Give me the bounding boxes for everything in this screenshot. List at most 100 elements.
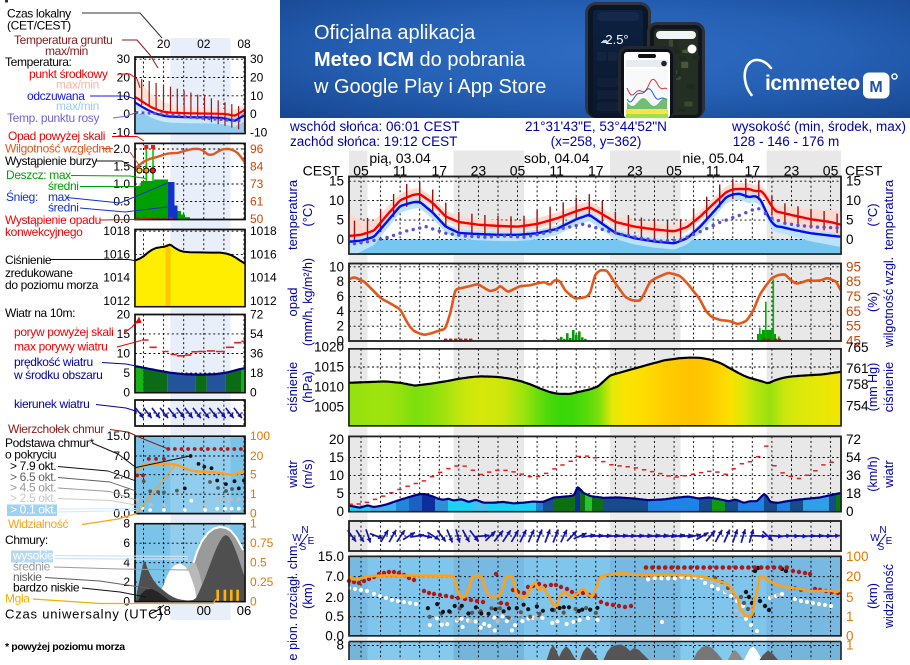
svg-text:1.0: 1.0 [113,177,130,191]
svg-text:54: 54 [250,327,264,341]
svg-text:36: 36 [250,347,264,361]
svg-text:5: 5 [846,590,854,605]
svg-text:5: 5 [336,486,344,501]
svg-text:1012: 1012 [250,294,277,308]
svg-text:poryw powyżej skali: poryw powyżej skali [14,325,113,339]
svg-text:20: 20 [329,432,344,447]
svg-text:72: 72 [250,307,264,321]
svg-text:(%): (%) [865,292,880,312]
svg-text:Temp. punktu rosy: Temp. punktu rosy [7,111,99,125]
svg-text:15.0: 15.0 [318,549,344,564]
svg-text:wilgotność wzgl.: wilgotność wzgl. [882,257,896,348]
svg-text:Wiatr na 10m:: Wiatr na 10m: [5,306,75,320]
svg-text:1018: 1018 [250,224,277,238]
svg-text:5: 5 [123,366,130,380]
svg-text:2: 2 [336,319,344,334]
svg-text:0: 0 [123,386,130,400]
svg-text:temperatura: temperatura [285,179,300,250]
svg-text:☁: ☁ [600,35,609,45]
svg-text:1020: 1020 [314,340,344,355]
svg-text:18: 18 [846,486,861,501]
svg-text:2.0: 2.0 [113,468,130,482]
svg-text:1015: 1015 [314,360,344,375]
svg-text:15: 15 [329,450,344,465]
svg-text:10: 10 [329,193,344,208]
svg-text:max porywy wiatru: max porywy wiatru [14,340,107,354]
svg-text:(km/h): (km/h) [866,456,880,491]
svg-text:55: 55 [846,319,861,334]
svg-text:1012: 1012 [103,294,130,308]
svg-text:0.5: 0.5 [250,556,267,570]
svg-text:e: e [286,653,300,660]
svg-text:00: 00 [197,603,211,618]
svg-text:(°C): (°C) [300,203,315,226]
svg-text:(°C): (°C) [865,203,880,226]
svg-text:1016: 1016 [250,247,277,261]
svg-text:8: 8 [123,517,130,531]
svg-text:15: 15 [846,174,861,189]
svg-text:20: 20 [250,71,264,85]
svg-text:72: 72 [846,432,861,447]
svg-text:(km): (km) [300,583,315,609]
svg-text:8: 8 [336,274,344,289]
svg-text:Meteo ICM do pobrania: Meteo ICM do pobrania [314,49,526,71]
svg-text:pion. rozciągł. chm.: pion. rozciągł. chm. [286,542,300,650]
svg-text:(CET/CEST): (CET/CEST) [7,19,71,33]
svg-text:06: 06 [237,603,251,618]
svg-text:0.5: 0.5 [113,487,130,501]
svg-text:do poziomu morza: do poziomu morza [5,278,99,292]
svg-text:20: 20 [117,307,131,321]
svg-text:prędkość wiatru: prędkość wiatru [14,355,93,369]
svg-text:73: 73 [250,177,264,191]
svg-text:kierunek wiatru: kierunek wiatru [14,397,89,411]
svg-text:20: 20 [846,569,861,584]
svg-text:20: 20 [157,37,171,51]
svg-text:2.0: 2.0 [113,142,130,156]
svg-text:20: 20 [117,71,131,85]
svg-text:08: 08 [237,37,251,51]
svg-text:0: 0 [846,504,854,519]
svg-text:18: 18 [250,366,264,380]
svg-text:54: 54 [846,450,862,465]
svg-text:100: 100 [846,549,869,564]
svg-text:15: 15 [329,174,344,189]
svg-text:wiatr: wiatr [881,460,896,489]
svg-text:Mgła: Mgła [5,592,30,606]
svg-text:Ciśnienie: Ciśnienie [5,253,52,267]
svg-text:7.0: 7.0 [325,569,344,584]
svg-text:(mm/h, kg/m²/h): (mm/h, kg/m²/h) [301,258,315,346]
svg-text:0.25: 0.25 [250,575,274,589]
svg-text:Oficjalna aplikacja: Oficjalna aplikacja [314,22,476,44]
svg-text:10: 10 [329,468,344,483]
svg-text:zachód słońca: 19:12 CEST: zachód słońca: 19:12 CEST [290,134,457,149]
svg-text:15.0: 15.0 [107,429,131,443]
svg-text:temperatura: temperatura [881,179,896,250]
svg-text:30: 30 [117,52,131,66]
svg-text:(x=258, y=362): (x=258, y=362) [551,134,642,149]
svg-text:0: 0 [846,232,854,247]
svg-text:E: E [308,536,315,547]
svg-text:1010: 1010 [314,380,344,395]
svg-text:E: E [886,536,893,547]
svg-text:84: 84 [250,160,264,174]
svg-text:1: 1 [846,638,854,653]
svg-text:Chmury:: Chmury: [5,533,48,547]
svg-text:1: 1 [846,609,854,624]
svg-text:konwekcyjnego: konwekcyjnego [5,225,83,239]
svg-text:0: 0 [336,232,344,247]
svg-text:(m/s): (m/s) [300,459,315,489]
svg-text:4: 4 [123,556,130,570]
svg-text:0.5: 0.5 [325,609,344,624]
svg-text:Wystąpienie burzy: Wystąpienie burzy [5,154,97,168]
svg-text:wysokość (min, środek, max): wysokość (min, środek, max) [731,119,906,134]
svg-text:Czas uniwersalny (UTC): Czas uniwersalny (UTC) [5,607,163,622]
svg-text:75: 75 [846,289,861,304]
svg-text:widzialność: widzialność [882,564,896,629]
svg-text:85: 85 [846,274,861,289]
svg-text:15: 15 [117,327,131,341]
svg-text:61: 61 [250,195,264,209]
svg-text:8: 8 [336,638,344,653]
svg-text:2.0: 2.0 [325,590,344,605]
svg-text:0.75: 0.75 [250,536,274,550]
svg-text:10: 10 [329,259,344,274]
